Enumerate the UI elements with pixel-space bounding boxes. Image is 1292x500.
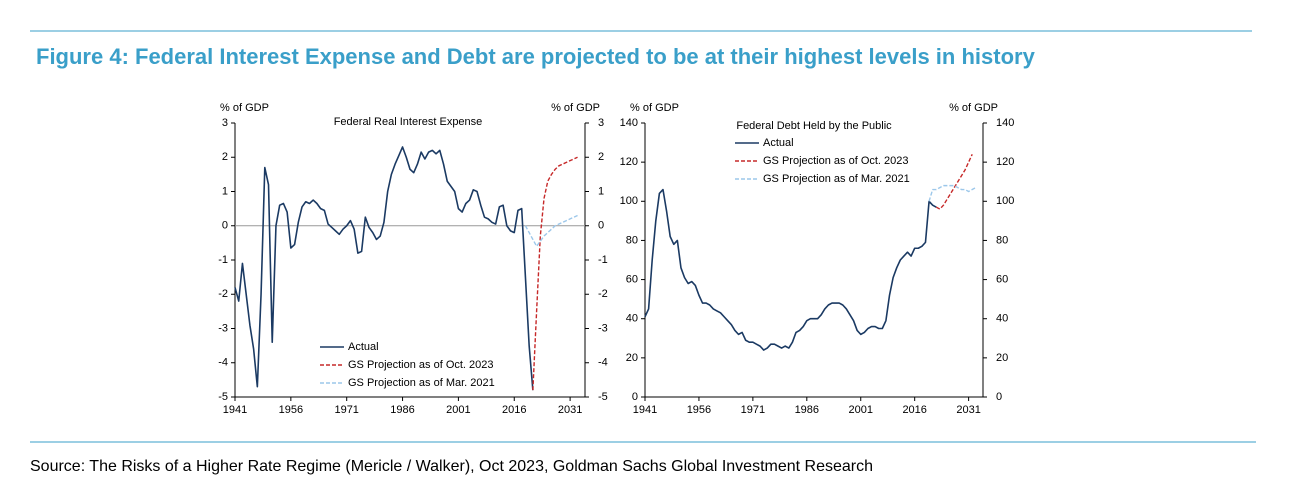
y2-tick-label: 2 <box>598 151 604 163</box>
series-line <box>234 146 534 391</box>
y2-tick-label: -3 <box>598 322 608 334</box>
legend-label: GS Projection as of Mar. 2021 <box>763 173 910 185</box>
y-tick-label: -3 <box>218 322 228 334</box>
y2-tick-label: -1 <box>598 254 608 266</box>
x-tick-label: 2001 <box>849 404 873 416</box>
legend-label: Actual <box>763 137 794 149</box>
legend-label: GS Projection as of Oct. 2023 <box>348 359 494 371</box>
y-tick-label: 3 <box>222 117 228 129</box>
y-tick-label: 100 <box>620 195 638 207</box>
x-tick-label: 1986 <box>795 404 819 416</box>
y-tick-label: 2 <box>222 151 228 163</box>
y2-tick-label: 0 <box>598 220 604 232</box>
chart-title: Federal Debt Held by the Public <box>736 120 892 132</box>
x-tick-label: 1941 <box>223 404 247 416</box>
y2-tick-label: 60 <box>996 273 1008 285</box>
y2-tick-label: 0 <box>996 391 1002 403</box>
x-tick-label: 1941 <box>633 404 657 416</box>
y-tick-label: 60 <box>626 273 638 285</box>
y2-tick-label: 80 <box>996 234 1008 246</box>
chart-title: Federal Real Interest Expense <box>334 116 483 128</box>
y2-axis-label: % of GDP <box>949 102 998 114</box>
y-tick-label: -5 <box>218 391 228 403</box>
y-tick-label: 1 <box>222 185 228 197</box>
y2-tick-label: 120 <box>996 156 1014 168</box>
y2-axis-label: % of GDP <box>551 102 600 114</box>
series-line <box>644 188 937 351</box>
y-tick-label: 80 <box>626 234 638 246</box>
series-line <box>524 214 578 247</box>
x-tick-label: 1956 <box>687 404 711 416</box>
y2-tick-label: -2 <box>598 288 608 300</box>
y-tick-label: -4 <box>218 357 228 369</box>
y-tick-label: 140 <box>620 117 638 129</box>
series-line <box>928 184 977 202</box>
x-tick-label: 1956 <box>279 404 303 416</box>
x-tick-label: 1971 <box>334 404 358 416</box>
y-axis-label: % of GDP <box>220 102 269 114</box>
y-tick-label: -1 <box>218 254 228 266</box>
y2-tick-label: 1 <box>598 185 604 197</box>
y2-tick-label: -4 <box>598 357 608 369</box>
y-tick-label: 120 <box>620 156 638 168</box>
x-tick-label: 2001 <box>446 404 470 416</box>
y-axis-label: % of GDP <box>630 102 679 114</box>
legend-label: GS Projection as of Oct. 2023 <box>763 155 909 167</box>
x-tick-label: 2016 <box>902 404 926 416</box>
x-tick-label: 1986 <box>390 404 414 416</box>
y2-tick-label: 140 <box>996 117 1014 129</box>
x-tick-label: 2031 <box>956 404 980 416</box>
series-line <box>935 154 973 210</box>
source: Source: The Risks of a Higher Rate Regim… <box>30 458 873 475</box>
y-tick-label: -2 <box>218 288 228 300</box>
legend-label: GS Projection as of Mar. 2021 <box>348 377 495 389</box>
x-tick-label: 2016 <box>502 404 526 416</box>
x-tick-label: 2031 <box>558 404 582 416</box>
y2-tick-label: 3 <box>598 117 604 129</box>
y2-tick-label: -5 <box>598 391 608 403</box>
x-tick-label: 1971 <box>741 404 765 416</box>
y-tick-label: 40 <box>626 313 638 325</box>
legend-label: Actual <box>348 341 379 353</box>
series-line <box>532 156 578 391</box>
y-tick-label: 0 <box>222 220 228 232</box>
y2-tick-label: 100 <box>996 195 1014 207</box>
y-tick-label: 20 <box>626 352 638 364</box>
y-tick-label: 0 <box>632 391 638 403</box>
y2-tick-label: 40 <box>996 313 1008 325</box>
y2-tick-label: 20 <box>996 352 1008 364</box>
figure-title: Figure 4: Federal Interest Expense and D… <box>36 44 1036 69</box>
